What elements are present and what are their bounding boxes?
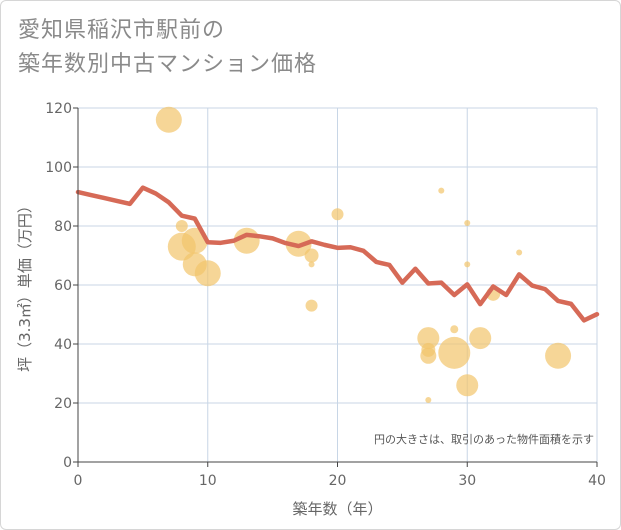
x-axis-title: 築年数（年） — [292, 500, 382, 518]
bubble-point — [175, 220, 188, 232]
bubble-point — [464, 220, 471, 227]
y-tick-label: 120 — [45, 101, 72, 117]
bubble-point — [305, 299, 318, 312]
x-tick-label: 20 — [329, 473, 347, 489]
tick-labels: 0 10 20 30 40 0 20 40 60 80 100 120 — [45, 101, 606, 489]
y-axis-title: 坪（3.3㎡）単価（万円） — [16, 198, 34, 372]
bubble-point — [464, 261, 471, 268]
bubble-point — [331, 208, 344, 221]
bubble-point — [417, 327, 440, 350]
y-tick-label: 40 — [54, 337, 72, 353]
bubble-point — [420, 347, 437, 364]
bubble-point — [308, 261, 315, 268]
axes — [73, 107, 598, 467]
bubble-point — [516, 249, 523, 256]
bubble-point — [438, 336, 471, 369]
size-note: 円の大きさは、取引のあった物件面積を示す — [374, 432, 594, 446]
trend-line — [75, 185, 600, 323]
bubble-point — [545, 342, 572, 369]
x-tick-label: 40 — [588, 473, 606, 489]
x-tick-label: 30 — [458, 473, 476, 489]
bubble-point — [155, 106, 182, 133]
y-tick-label: 80 — [54, 219, 72, 235]
y-tick-label: 60 — [54, 278, 72, 294]
x-tick-label: 10 — [199, 473, 217, 489]
y-tick-label: 20 — [54, 396, 72, 412]
chart-title-line1: 愛知県稲沢市駅前の — [18, 18, 226, 43]
bubble-point — [450, 325, 459, 334]
y-tick-label: 0 — [63, 455, 72, 471]
bubble-point — [304, 248, 319, 263]
bubble-point — [194, 260, 221, 287]
y-tick-label: 100 — [45, 160, 72, 176]
bubble-point — [456, 374, 479, 397]
bubble-point — [438, 187, 445, 194]
chart-title-line2: 築年数別中古マンション価格 — [18, 52, 318, 77]
chart-title: 愛知県稲沢市駅前の 築年数別中古マンション価格 — [18, 14, 317, 82]
trend-series — [75, 185, 600, 323]
bubble-series — [155, 106, 572, 404]
bubble-point — [469, 327, 492, 350]
bubble-point — [425, 397, 432, 404]
x-tick-label: 0 — [74, 473, 83, 489]
